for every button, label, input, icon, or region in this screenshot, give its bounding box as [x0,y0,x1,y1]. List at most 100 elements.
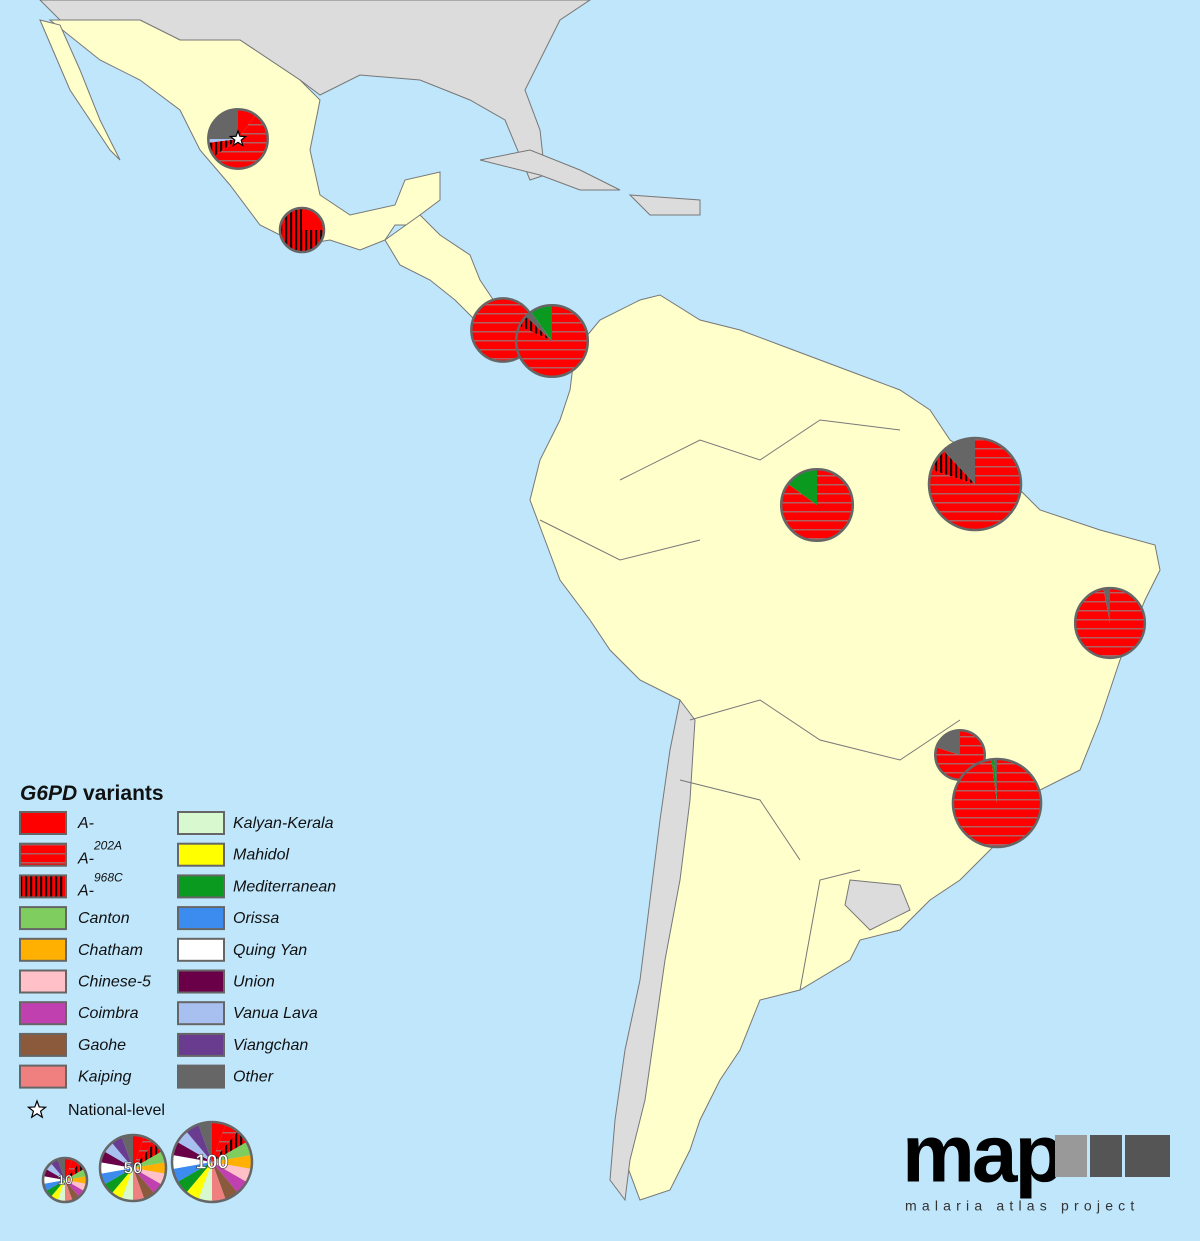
pie [278,206,326,254]
legend-swatch [177,1032,225,1057]
pie-slice [530,305,552,341]
size-slice [133,1142,162,1168]
size-slice [133,1168,166,1185]
legend-label-text: Coimbra [78,1005,139,1022]
legend-label-text: A- [77,883,94,900]
pie-slice [208,109,238,139]
pie-outline [278,206,326,254]
size-slice [65,1180,73,1202]
legend-swatch [177,842,225,867]
size-slice [65,1180,85,1197]
size-slice [186,1162,212,1200]
legend-label-text: Kalyan-Kerala [233,815,334,832]
legend-swatch [19,906,67,931]
pie-slice [928,437,1022,531]
pie-outline [207,108,269,170]
legend-label-text: Other [233,1069,274,1086]
size-slice [133,1162,166,1174]
size-slice [133,1168,155,1200]
size-slice [65,1169,87,1180]
size-slice [177,1131,212,1162]
size-slice [133,1168,162,1194]
pie [207,108,269,170]
legend-title: G6PD variants [20,782,164,805]
pie-sites [207,108,1147,849]
size-slice [57,1180,65,1202]
legend-label-sup: 968C [94,871,123,885]
pie [927,436,1023,532]
size-slice [100,1162,133,1174]
legend-swatch [19,874,67,899]
size-slice [104,1142,133,1168]
legend-swatch [19,1032,67,1057]
legend: A-A-202AA-968CCantonChathamChinese-5Coim… [19,811,336,1119]
pie-slice [991,759,997,803]
size-slice [198,1122,212,1162]
size-slice [212,1131,247,1162]
logo-box [1055,1135,1087,1177]
pie-slice [525,312,552,341]
pie [514,303,590,379]
pie-slice [788,469,817,505]
legend-title-italic: G6PD [20,782,77,805]
size-slice [57,1158,65,1180]
pie-slice [208,139,238,143]
size-slice [65,1163,85,1180]
legend-label: Chinese-5 [78,974,151,991]
size-slice [65,1159,80,1180]
legend-label: Other [233,1069,274,1086]
pie-outline [1073,586,1147,660]
pie [779,467,855,543]
pie-slice [208,139,238,157]
pie-slice [936,730,960,755]
legend-label-text: Mediterranean [233,879,336,896]
pie-slice [781,469,853,541]
legend-label: A- [77,815,94,832]
size-label: 10 [57,1172,73,1188]
size-slice [111,1136,133,1168]
legend-label: Kaiping [78,1069,131,1086]
star [26,1099,48,1119]
legend-label-text: Orissa [233,910,279,927]
size-slice [111,1168,133,1200]
legend-swatch [19,842,67,867]
logo-box [1125,1135,1170,1177]
legend-swatch [177,874,225,899]
legend-label: Gaohe [78,1037,126,1054]
size-label: 100 [195,1151,228,1173]
size-circle [170,1120,254,1204]
size-slice [50,1159,65,1180]
legend-label-text: Vanua Lava [233,1005,318,1022]
legend-label-text: A- [77,815,94,832]
national-level-label: National-level [68,1102,165,1119]
size-slice [45,1163,65,1180]
pie-slice [1075,588,1145,658]
pie-slice [280,208,324,252]
legend-swatch [19,1001,67,1026]
size-slice [198,1162,212,1202]
legend-swatch [177,969,225,994]
size-slice [121,1168,133,1201]
logo-subtitle: malaria atlas project [905,1198,1139,1214]
legend-swatch [19,937,67,962]
pie-slice [1103,588,1110,623]
size-slice [212,1162,252,1182]
size-slice [100,1151,133,1168]
legend-label: Kalyan-Kerala [233,815,334,832]
size-slice [43,1180,65,1191]
legend-label-text: Chatham [78,942,143,959]
legend-label-text: Quing Yan [233,942,307,959]
size-slice [65,1180,87,1191]
size-slice [212,1162,247,1193]
legend-label: Viangchan [233,1037,308,1054]
size-slice [212,1142,252,1162]
size-legend: 10 50 100 [41,1120,254,1204]
legend-title-rest: variants [77,782,163,805]
logo: map malaria atlas project [902,1109,1170,1214]
pie-outline [951,757,1043,849]
size-slice [42,1176,65,1184]
legend-label: A-968C [77,871,123,900]
size-label: 50 [124,1158,143,1177]
legend-swatch [19,1064,67,1089]
